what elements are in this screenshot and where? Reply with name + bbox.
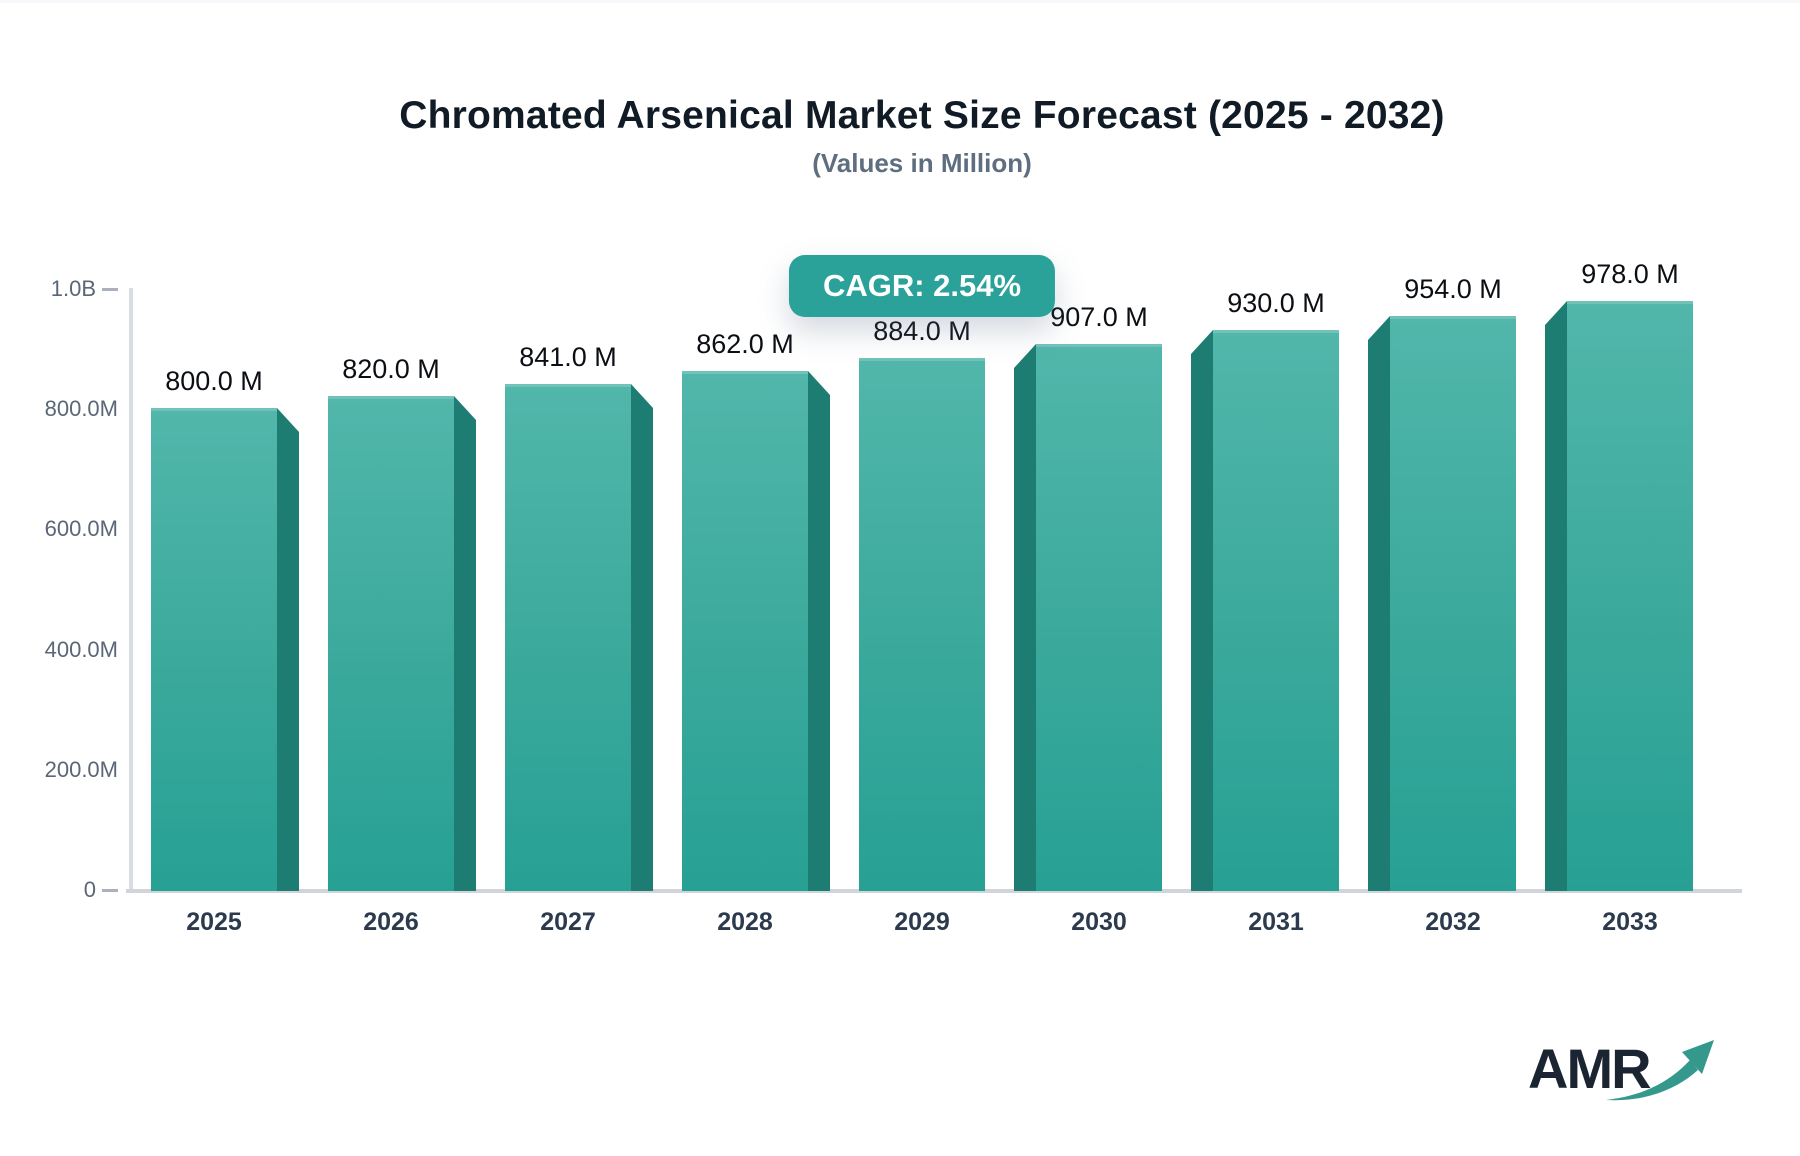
bar-2026[interactable]: [328, 396, 454, 891]
bar-value-label: 930.0 M: [1227, 288, 1325, 318]
bar-value-label: 862.0 M: [696, 329, 794, 359]
x-axis-label-2032: 2032: [1425, 908, 1481, 936]
amr-logo: AMR: [1528, 1036, 1728, 1116]
y-axis-tick-label: 1.0B: [50, 276, 96, 301]
bar-2027[interactable]: [505, 384, 631, 891]
chart-subtitle: (Values in Million): [812, 148, 1032, 178]
bar-2029[interactable]: [859, 358, 985, 891]
x-axis-line: [126, 889, 1742, 893]
bar-2032[interactable]: [1390, 316, 1516, 891]
bar-value-label: 978.0 M: [1581, 259, 1679, 289]
y-axis-tick-label: 200.0M: [44, 757, 118, 782]
y-axis-line: [129, 288, 133, 893]
y-axis-tick-row: 400.0M: [0, 635, 135, 665]
y-axis-tick-row: 0: [0, 875, 119, 905]
bar-value-label: 907.0 M: [1050, 302, 1148, 332]
y-axis-tick-label: 600.0M: [44, 516, 118, 541]
bar-2031[interactable]: [1213, 330, 1339, 891]
x-axis-label-2028: 2028: [717, 908, 773, 936]
y-axis-tick-row: 600.0M: [0, 514, 135, 544]
y-axis-tick-label: 800.0M: [44, 396, 118, 421]
bar-3d-side-2030: [1014, 344, 1036, 891]
bar-3d-side-2033: [1545, 301, 1567, 891]
y-axis-tick-label: 400.0M: [44, 637, 118, 662]
y-axis-tick-row: 1.0B: [0, 274, 119, 304]
bar-2030[interactable]: [1036, 344, 1162, 891]
bar-3d-side-2031: [1191, 330, 1213, 891]
cagr-badge: CAGR: 2.54%: [788, 255, 1056, 317]
bar-3d-side-2025: [277, 408, 299, 891]
bar-value-label: 841.0 M: [519, 342, 617, 372]
bar-3d-side-2028: [808, 371, 830, 891]
bar-3d-side-2027: [631, 384, 653, 891]
bar-2028[interactable]: [682, 371, 808, 891]
x-axis-label-2029: 2029: [894, 908, 950, 936]
page-top-border: [0, 0, 1800, 3]
y-axis-tick-mark: [102, 287, 118, 291]
bar-2025[interactable]: [151, 408, 277, 891]
chart-title: Chromated Arsenical Market Size Forecast…: [399, 94, 1445, 137]
y-axis-tick-row: 200.0M: [0, 755, 135, 785]
bar-value-label: 800.0 M: [165, 366, 263, 396]
y-axis-tick-label: 0: [83, 877, 96, 902]
bar-value-label: 884.0 M: [873, 316, 971, 346]
x-axis-label-2033: 2033: [1602, 908, 1658, 936]
x-axis-label-2030: 2030: [1071, 908, 1127, 936]
amr-logo-text: AMR: [1528, 1037, 1652, 1100]
bar-3d-side-2032: [1368, 316, 1390, 891]
y-axis-tick-mark: [102, 888, 118, 892]
y-axis-tick-row: 800.0M: [0, 394, 135, 424]
x-axis-label-2031: 2031: [1248, 908, 1304, 936]
x-axis-label-2025: 2025: [186, 908, 242, 936]
bar-value-label: 820.0 M: [342, 354, 440, 384]
bar-3d-side-2026: [454, 396, 476, 891]
bar-2033[interactable]: [1567, 301, 1693, 891]
x-axis-label-2027: 2027: [540, 908, 596, 936]
bar-value-label: 954.0 M: [1404, 274, 1502, 304]
growth-arrow-icon: [1606, 1040, 1714, 1101]
x-axis-label-2026: 2026: [363, 908, 419, 936]
